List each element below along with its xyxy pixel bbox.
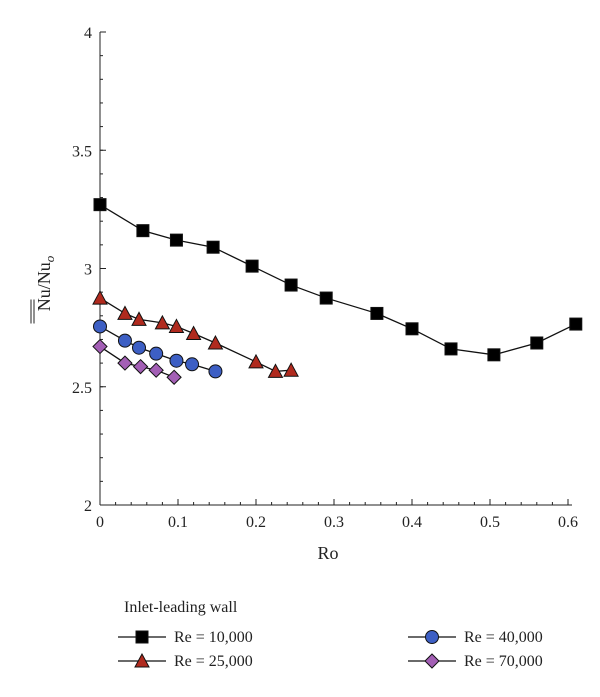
- data-point: [93, 198, 107, 212]
- series-2: [92, 290, 299, 378]
- data-point: [92, 290, 108, 305]
- data-point: [530, 336, 544, 350]
- data-point: [149, 346, 164, 361]
- y-ticks: 2 2.5 3 3.5 4: [72, 25, 106, 515]
- legend-item: Re = 40,000: [408, 629, 543, 646]
- x-tick-label: 0.1: [168, 514, 188, 531]
- data-point: [208, 364, 223, 379]
- data-point: [169, 233, 183, 247]
- data-point: [267, 363, 284, 378]
- data-point: [131, 311, 147, 326]
- legend-marker: [135, 630, 149, 644]
- data-point: [405, 322, 419, 336]
- legend: Inlet-leading wall Re = 10,000 Re = 25,00…: [118, 599, 543, 670]
- data-point: [169, 353, 184, 368]
- legend-marker: [424, 653, 440, 669]
- data-point: [154, 314, 171, 330]
- data-point: [117, 305, 133, 320]
- x-tick-label: 0.2: [246, 514, 266, 531]
- data-point: [93, 319, 107, 334]
- y-axis-label-subscript: o: [42, 255, 57, 262]
- y-tick-label: 3.5: [72, 143, 92, 160]
- data-point: [185, 357, 200, 372]
- data-point: [148, 362, 164, 378]
- series-4: [92, 338, 182, 385]
- data-point: [444, 342, 458, 356]
- data-point: [207, 334, 224, 350]
- data-point: [166, 369, 182, 385]
- y-axis-label-slash: /: [34, 284, 54, 289]
- data-point: [283, 362, 299, 377]
- data-point: [185, 325, 202, 341]
- series-line: [99, 297, 292, 373]
- x-tick-label: 0.4: [402, 514, 422, 531]
- legend-item: Re = 25,000: [118, 652, 253, 670]
- y-tick-label: 3: [84, 262, 92, 279]
- y-axis-label: Nu/Nuo: [30, 255, 57, 324]
- y-tick-label: 2: [84, 498, 92, 515]
- data-point: [284, 278, 298, 292]
- data-point: [248, 353, 264, 369]
- data-point: [319, 291, 333, 305]
- legend-item: Re = 70,000: [408, 653, 543, 670]
- y-tick-label: 2.5: [72, 380, 92, 397]
- legend-label: Re = 70,000: [464, 653, 543, 670]
- legend-label: Re = 10,000: [174, 629, 253, 646]
- legend-label: Re = 25,000: [174, 653, 253, 670]
- legend-title: Inlet-leading wall: [124, 599, 238, 616]
- axes: [99, 32, 572, 506]
- data-point: [370, 306, 384, 320]
- legend-marker: [425, 630, 439, 644]
- y-tick-label: 4: [84, 25, 92, 42]
- data-point: [117, 355, 133, 371]
- series-1: [93, 198, 583, 362]
- x-tick-label: 0.5: [480, 514, 500, 531]
- data-point: [92, 338, 108, 355]
- legend-label: Re = 40,000: [464, 629, 543, 646]
- y-axis-label-sub: Nu: [34, 262, 54, 284]
- series-3: [93, 319, 223, 379]
- x-tick-label: 0: [96, 514, 104, 531]
- data-point: [206, 240, 220, 254]
- data-point: [136, 224, 150, 238]
- data-point: [117, 333, 132, 348]
- data-point: [245, 259, 259, 273]
- x-ticks: 0 0.1 0.2 0.3 0.4 0.5 0.6: [96, 499, 578, 531]
- x-axis-label: Ro: [317, 543, 338, 563]
- legend-item: Re = 10,000: [118, 629, 253, 646]
- x-tick-label: 0.6: [558, 514, 578, 531]
- data-point: [132, 340, 146, 355]
- data-point: [569, 317, 583, 331]
- y-axis-label-main: Nu: [34, 289, 54, 311]
- legend-marker: [134, 652, 150, 668]
- data-point: [132, 358, 149, 375]
- data-point: [487, 348, 501, 362]
- series-layer: [92, 198, 583, 385]
- y-axis-label-text: Nu/Nuo: [34, 255, 57, 311]
- legend-items: Re = 10,000 Re = 25,000 Re = 40,000 Re = 70…: [118, 629, 543, 670]
- data-point: [168, 318, 185, 333]
- x-tick-label: 0.3: [324, 514, 344, 531]
